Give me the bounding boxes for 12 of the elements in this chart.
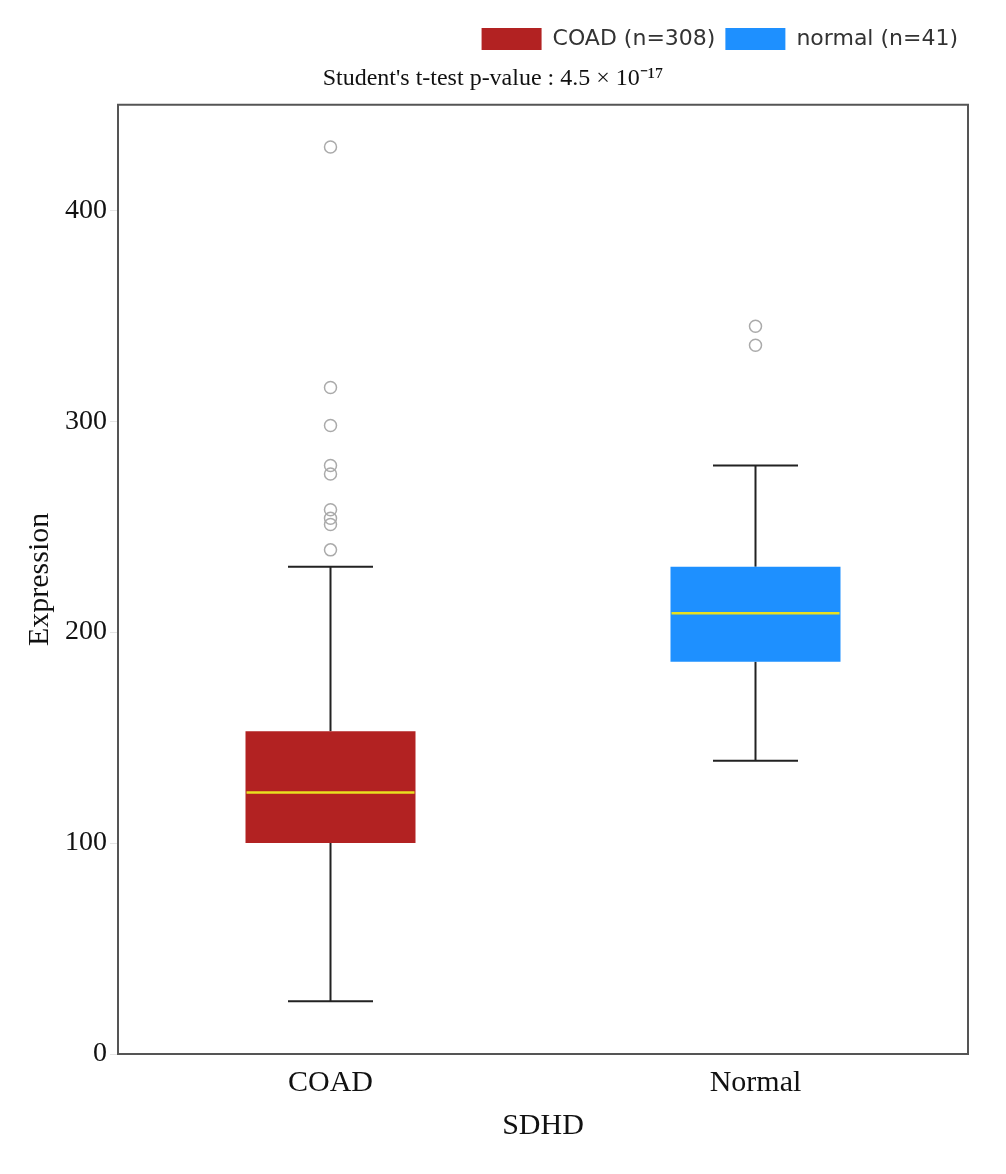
legend-label: COAD (n=308)	[552, 24, 716, 50]
x-tick-label: COAD	[287, 1063, 374, 1097]
y-tick-label: 200	[65, 614, 107, 646]
y-tick-label: 0	[93, 1036, 107, 1068]
y-tick-label: 100	[65, 825, 107, 857]
y-axis-title: Expression	[20, 512, 54, 647]
x-axis-title: SDHD	[502, 1106, 584, 1140]
chart-title: Student's t-test p-value : 4.5 × 10⁻¹⁷	[322, 63, 664, 90]
x-tick-label: Normal	[709, 1063, 802, 1097]
y-tick-label: 300	[65, 403, 107, 435]
legend-label: normal (n=41)	[796, 24, 959, 50]
y-tick-label: 400	[65, 192, 107, 224]
